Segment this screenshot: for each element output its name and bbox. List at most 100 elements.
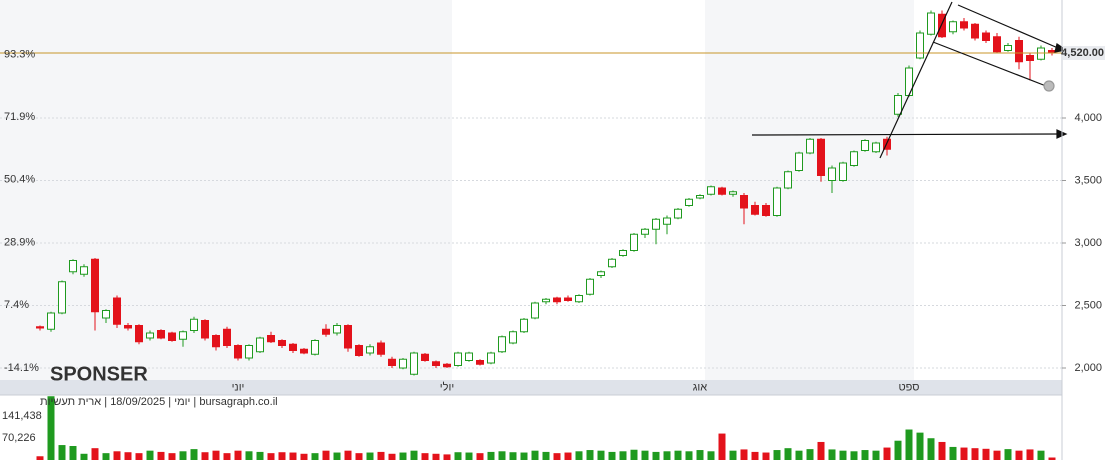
- candle-body: [608, 258, 616, 268]
- volume-bar: [564, 452, 572, 460]
- handle: [1043, 80, 1055, 92]
- volume-bar: [663, 451, 671, 460]
- x-tick-label: יוני: [232, 381, 245, 393]
- volume-bar: [157, 451, 165, 460]
- volume-bar: [443, 454, 451, 460]
- volume-bar: [674, 450, 682, 460]
- volume-bar: [850, 451, 858, 460]
- candle-body: [91, 258, 99, 313]
- candle-body: [905, 67, 913, 96]
- volume-bar: [520, 452, 528, 460]
- volume-bar: [894, 440, 902, 460]
- volume-bar: [377, 451, 385, 460]
- volume-bar: [388, 453, 396, 460]
- volume-bar: [696, 450, 704, 460]
- candle-body: [377, 342, 385, 355]
- candle-body: [773, 187, 781, 216]
- volume-bar: [399, 452, 407, 460]
- candle-body: [212, 335, 220, 348]
- volume-bar: [476, 453, 484, 460]
- candle-body: [69, 260, 77, 273]
- volume-bar: [795, 450, 803, 460]
- candle-body: [729, 191, 737, 195]
- volume-bar: [1004, 449, 1012, 460]
- volume-bar: [289, 452, 297, 460]
- trend-line: [751, 133, 1061, 136]
- candle-body: [817, 138, 825, 176]
- volume-bar: [817, 441, 825, 460]
- candle-body: [179, 331, 187, 340]
- volume-bar: [586, 450, 594, 460]
- volume-bar: [597, 450, 605, 460]
- volume-bar: [1015, 450, 1023, 460]
- volume-bar: [58, 445, 66, 460]
- volume-bar: [322, 450, 330, 460]
- volume-bar: [69, 446, 77, 460]
- candle-body: [201, 320, 209, 339]
- volume-bar: [707, 451, 715, 460]
- candle-body: [1037, 47, 1045, 60]
- candle-body: [762, 205, 770, 216]
- candle-body: [564, 297, 572, 301]
- candle-body: [619, 250, 627, 256]
- volume-bar: [762, 452, 770, 460]
- candle-body: [927, 12, 935, 35]
- candle-body: [410, 352, 418, 375]
- candle-body: [267, 335, 275, 343]
- volume-bar: [80, 453, 88, 460]
- candle-body: [795, 152, 803, 171]
- candle-body: [663, 217, 671, 225]
- candle-body: [487, 352, 495, 364]
- volume-bar: [223, 453, 231, 460]
- volume-bar: [256, 451, 264, 460]
- candle-body: [1026, 55, 1034, 61]
- candle-body: [80, 266, 88, 275]
- candle-body: [168, 332, 176, 341]
- candle-body: [333, 325, 341, 334]
- candle-body: [740, 195, 748, 209]
- candle-body: [652, 218, 660, 230]
- volume-bar: [542, 451, 550, 460]
- volume-bar: [102, 453, 110, 460]
- volume-bar: [234, 450, 242, 460]
- volume-bar: [982, 448, 990, 460]
- candle-body: [355, 345, 363, 356]
- candle-body: [146, 332, 154, 339]
- trend-line: [879, 1, 953, 159]
- candle-body: [586, 278, 594, 295]
- candle-body: [531, 302, 539, 319]
- volume-bar: [432, 453, 440, 460]
- candle-body: [575, 295, 583, 303]
- volume-bar: [498, 451, 506, 460]
- y-tick-label: 4,000: [1074, 112, 1102, 124]
- volume-bar: [839, 450, 847, 460]
- candle-body: [806, 138, 814, 154]
- trend-line: [932, 41, 1047, 87]
- volume-bar: [454, 452, 462, 460]
- candle-body: [839, 162, 847, 181]
- volume-bar: [630, 449, 638, 460]
- candle-body: [36, 326, 44, 329]
- candle-body: [949, 21, 957, 33]
- candle-body: [234, 345, 242, 359]
- watermark: SPONSER: [50, 363, 148, 385]
- volume-bar: [113, 451, 121, 460]
- volume-bar: [333, 452, 341, 460]
- volume-bar: [652, 451, 660, 460]
- volume-bar: [267, 453, 275, 460]
- candle-body: [993, 36, 1001, 53]
- x-tick-label: אוג: [693, 381, 708, 393]
- volume-bar: [190, 449, 198, 460]
- y2-tick-label: 93.3%: [4, 48, 35, 60]
- candle-body: [916, 32, 924, 59]
- candle-body: [113, 297, 121, 325]
- volume-bar: [179, 451, 187, 460]
- candle-body: [47, 312, 55, 330]
- volume-bar: [509, 452, 517, 460]
- last-price-box: [1063, 46, 1105, 60]
- y2-tick-label: 7.4%: [4, 299, 29, 311]
- volume-bar: [740, 449, 748, 460]
- candle-body: [58, 281, 66, 314]
- volume-bar: [861, 450, 869, 460]
